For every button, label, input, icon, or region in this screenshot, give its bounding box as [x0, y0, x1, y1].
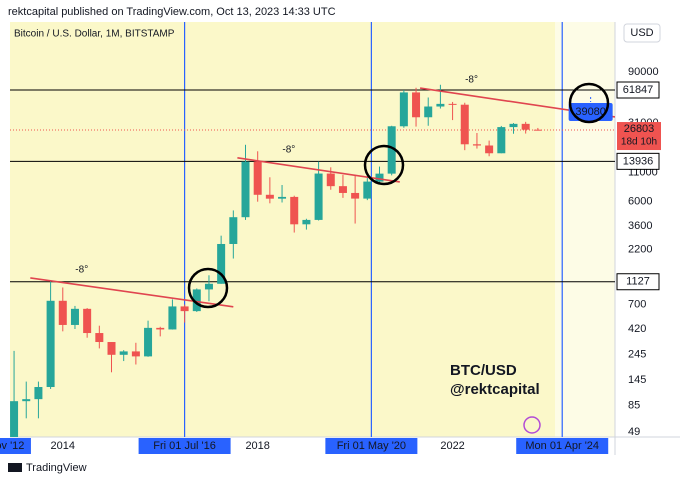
y-tick-label: 420	[628, 323, 646, 335]
candle-body	[497, 127, 506, 154]
candle-body	[192, 289, 201, 312]
watermark: BTC/USD	[450, 362, 517, 379]
candle-body	[472, 144, 481, 146]
candle-body	[290, 196, 299, 225]
candle-body	[70, 308, 79, 325]
circle-annotation	[568, 82, 610, 124]
trendline	[237, 157, 400, 183]
candle-body	[485, 145, 494, 154]
y-tick-label: 2200	[628, 244, 652, 256]
y-tick-label: 6000	[628, 196, 652, 208]
y-tick-label: 145	[628, 374, 646, 386]
currency: USD	[630, 27, 653, 39]
watermark: @rektcapital	[450, 381, 540, 398]
candle-body	[302, 219, 311, 225]
candle-body	[265, 194, 274, 199]
circle-annotation	[363, 144, 405, 186]
candle-body	[375, 173, 384, 182]
candle-body	[168, 306, 177, 330]
brand: TradingView	[26, 462, 87, 474]
x-tick-label: 2014	[51, 440, 75, 452]
candle-body	[314, 173, 323, 220]
candle-body	[509, 123, 518, 128]
candle-body	[460, 104, 469, 145]
candle-body	[217, 243, 226, 284]
x-tick-box	[0, 438, 31, 454]
candle-body	[10, 401, 19, 437]
candle-body	[363, 181, 372, 199]
trendline-angle: -8°	[75, 265, 88, 276]
last-price-label: 26803	[624, 123, 655, 135]
candle-body	[180, 306, 189, 312]
candle-body	[253, 161, 262, 195]
projection-label: 39080	[575, 106, 606, 118]
candle-body	[83, 308, 92, 334]
chart-title: Bitcoin / U.S. Dollar, 1M, BITSTAMP	[14, 29, 175, 40]
currency-box	[623, 23, 661, 43]
level-label: 13936	[623, 155, 654, 167]
y-tick-label: 90000	[628, 66, 659, 78]
x-tick-label: Fri 01 Jul '16	[153, 440, 216, 452]
level-label: 61847	[623, 84, 654, 96]
y-tick-label: 85	[628, 399, 640, 411]
candle-body	[131, 351, 140, 357]
x-tick-label: 2018	[245, 440, 269, 452]
x-tick-label: Mon 01 Apr '24	[525, 440, 599, 452]
x-tick-label: 2022	[440, 440, 464, 452]
logo-icon	[523, 416, 541, 434]
level-label-box	[616, 81, 660, 99]
candle-body	[156, 327, 165, 330]
candle-body	[278, 196, 287, 199]
y-tick-label: 49	[628, 426, 640, 438]
candle-body	[204, 283, 213, 290]
trendline-angle: -8°	[282, 144, 295, 155]
level-label: 1127	[626, 276, 650, 288]
level-label-box	[616, 152, 660, 170]
candle-body	[95, 333, 104, 343]
candle-body	[46, 300, 55, 388]
candle-body	[424, 106, 433, 118]
x-tick-label: Fri 01 May '20	[337, 440, 406, 452]
candle-body	[22, 399, 31, 402]
candle-body	[107, 342, 116, 355]
trendline	[30, 277, 234, 308]
candle-body	[34, 387, 43, 400]
candle-body	[521, 123, 530, 130]
candle-body	[229, 217, 238, 244]
candle-body	[436, 103, 445, 107]
candle-body	[338, 186, 347, 193]
x-tick-box	[138, 438, 231, 454]
candle-body	[399, 92, 408, 127]
circle-annotation	[187, 267, 229, 309]
brand-logo	[8, 463, 22, 472]
countdown-label: 18d 10h	[621, 137, 657, 148]
plot-background	[10, 22, 555, 437]
candle-body	[533, 129, 542, 131]
byline: rektcapital published on TradingView.com…	[8, 6, 336, 18]
level-label-box	[616, 273, 660, 291]
x-tick-label: Nov '12	[0, 440, 24, 452]
candle-body	[241, 161, 250, 218]
y-tick-label: 245	[628, 349, 646, 361]
trendline-angle: -8°	[465, 75, 478, 86]
y-tick-label: 700	[628, 298, 646, 310]
last-price-box	[617, 122, 661, 151]
candle-body	[351, 192, 360, 199]
candle-body	[412, 92, 421, 118]
candle-body	[448, 103, 457, 105]
x-tick-box	[325, 438, 418, 454]
y-tick-label: 3600	[628, 220, 652, 232]
candle-body	[387, 126, 396, 174]
x-tick-box	[516, 438, 609, 454]
candle-body	[144, 327, 153, 357]
candle-body	[326, 173, 335, 187]
candle-body	[119, 351, 128, 355]
candle-body	[58, 300, 67, 325]
